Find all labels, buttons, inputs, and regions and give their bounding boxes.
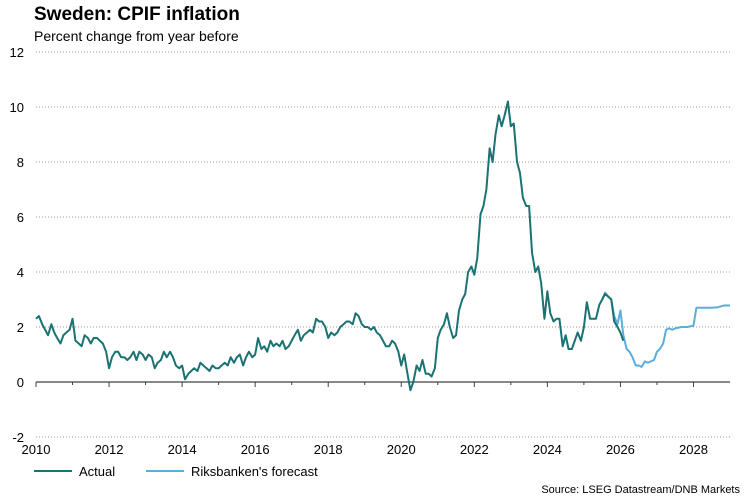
series-lines	[35, 100, 730, 392]
x-tick-label: 2026	[606, 442, 635, 457]
y-axis-tick-labels: -2 0 2 4 6 8 10 12	[10, 45, 24, 445]
y-tick-label: 6	[17, 210, 24, 225]
legend-label-forecast: Riksbanken's forecast	[191, 464, 318, 479]
source-note: Source: LSEG Datastream/DNB Markets	[541, 484, 740, 496]
y-tick-label: 12	[10, 45, 24, 60]
y-tick-label: 10	[10, 100, 24, 115]
x-tick-label: 2022	[460, 442, 489, 457]
legend-label-actual: Actual	[79, 464, 115, 479]
x-tick-label: 2020	[387, 442, 416, 457]
chart-title: Sweden: CPIF inflation	[34, 4, 240, 25]
series-line-actual	[35, 100, 625, 392]
x-axis-tick-labels: 2010 2012 2014 2016 2018 2020 2022 2024 2026 2028	[22, 442, 708, 457]
x-tick-label: 2028	[679, 442, 708, 457]
x-tick-label: 2012	[95, 442, 124, 457]
x-tick-label: 2014	[168, 442, 197, 457]
x-axis	[35, 381, 730, 387]
x-tick-label: 2016	[241, 442, 270, 457]
y-tick-label: 8	[17, 155, 24, 170]
chart-subtitle: Percent change from year before	[34, 28, 239, 44]
legend: Actual Riksbanken's forecast	[34, 464, 318, 479]
y-tick-label: 0	[17, 375, 24, 390]
y-tick-label: 2	[17, 320, 24, 335]
series-line-forecast	[601, 291, 730, 368]
x-tick-label: 2018	[314, 442, 343, 457]
gridlines	[36, 51, 730, 438]
y-tick-label: 4	[17, 265, 24, 280]
y-tick-label: -2	[12, 430, 24, 445]
x-tick-label: 2010	[22, 442, 51, 457]
x-tick-label: 2024	[533, 442, 562, 457]
